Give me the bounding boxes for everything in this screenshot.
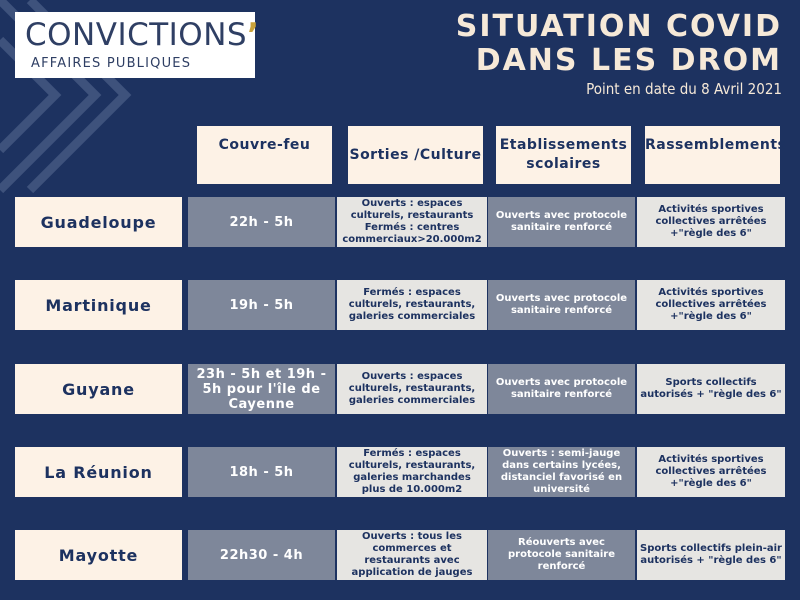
column-header-curfew: Couvre-feu [197,126,332,184]
curfew-cell: 22h - 5h [188,197,335,247]
schools-cell: Ouverts : semi-jauge dans certains lycée… [488,447,635,497]
title-line-1: SITUATION COVID [455,9,782,44]
gatherings-cell: Activités sportives collectives arrêtées… [637,280,785,330]
schools-cell: Ouverts avec protocole sanitaire renforc… [488,364,635,414]
region-label: La Réunion [15,447,182,497]
column-header-culture: Sorties /Culture [348,126,483,184]
logo-subtext: AFFAIRES PUBLIQUES [31,56,192,71]
logo-main-text: CONVICTIONS’ [25,17,260,53]
page-title: SITUATION COVID DANS LES DROM [456,10,782,78]
title-line-2: DANS LES DROM [475,43,782,78]
column-header-gatherings: Rassemblements [645,126,786,184]
region-label: Mayotte [15,530,182,580]
column-header-schools: Etablissements scolaires [496,126,631,184]
culture-cell: Ouverts : espaces culturels, restaurants… [337,364,487,414]
culture-cell: Fermés : espaces culturels, restaurants,… [337,280,487,330]
curfew-cell: 23h - 5h et 19h - 5h pour l'île de Cayen… [188,364,335,414]
schools-cell: Ouverts avec protocole sanitaire renforc… [488,197,635,247]
culture-cell: Fermés : espaces culturels, restaurants,… [337,447,487,497]
region-label: Guyane [15,364,182,414]
region-label: Martinique [15,280,182,330]
gatherings-cell: Activités sportives collectives arrêtées… [637,197,785,247]
culture-cell: Ouverts : tous les commerces et restaura… [337,530,487,580]
gatherings-cell: Sports collectifs autorisés + "règle des… [637,364,785,414]
culture-cell: Ouverts : espaces culturels, restaurants… [337,197,487,247]
page-subtitle: Point en date du 8 Avril 2021 [586,80,782,98]
curfew-cell: 18h - 5h [188,447,335,497]
gatherings-cell: Activités sportives collectives arrêtées… [637,447,785,497]
region-label: Guadeloupe [15,197,182,247]
schools-cell: Réouverts avec protocole sanitaire renfo… [488,530,635,580]
logo: CONVICTIONS’ AFFAIRES PUBLIQUES [15,12,260,78]
curfew-cell: 22h30 - 4h [188,530,335,580]
schools-cell: Ouverts avec protocole sanitaire renforc… [488,280,635,330]
curfew-cell: 19h - 5h [188,280,335,330]
gatherings-cell: Sports collectifs plein-air autorisés + … [637,530,785,580]
